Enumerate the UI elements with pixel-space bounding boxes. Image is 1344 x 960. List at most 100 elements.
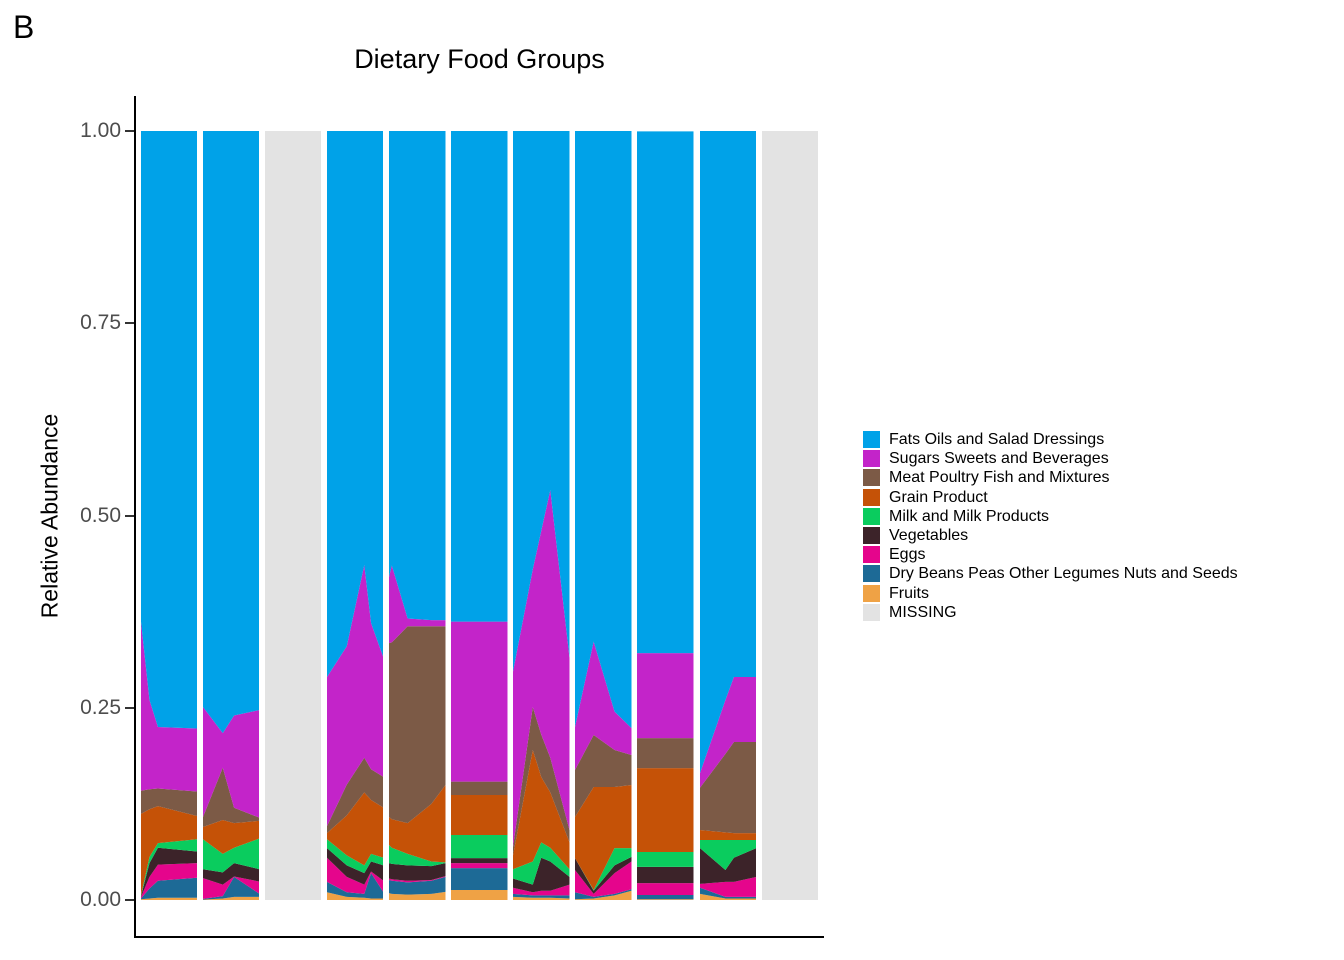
area-fats-oils-and-salad-dressings bbox=[575, 131, 632, 729]
stacked-area-column bbox=[637, 131, 694, 900]
area-milk-and-milk-products bbox=[513, 842, 570, 885]
area-dry-beans-peas-other-legumes-nuts-and-seeds bbox=[637, 895, 694, 900]
legend-label: Milk and Milk Products bbox=[889, 507, 1050, 525]
area-vegetables bbox=[513, 857, 570, 893]
area-vegetables bbox=[637, 866, 694, 884]
area-sugars-sweets-and-beverages bbox=[575, 641, 632, 771]
stacked-area-column bbox=[699, 131, 756, 900]
area-vegetables bbox=[575, 856, 632, 894]
area-fats-oils-and-salad-dressings bbox=[202, 131, 260, 734]
area-milk-and-milk-products bbox=[202, 838, 260, 873]
legend: Fats Oils and Salad Dressings Sugars Swee… bbox=[863, 430, 1238, 622]
area-milk-and-milk-products bbox=[140, 839, 198, 897]
stacked-area-column bbox=[513, 131, 570, 900]
area-grain-product bbox=[326, 792, 384, 866]
area-fats-oils-and-salad-dressings bbox=[637, 131, 694, 654]
legend-label: Fats Oils and Salad Dressings bbox=[889, 431, 1105, 449]
area-meat-poultry-fish-and-mixtures bbox=[575, 735, 632, 817]
y-axis-tick-label: 0.50 bbox=[80, 503, 121, 527]
legend-swatch bbox=[863, 565, 880, 583]
y-axis-tick-mark bbox=[125, 514, 135, 517]
missing-sample-column bbox=[264, 131, 322, 900]
missing-area bbox=[264, 131, 322, 900]
area-fruits bbox=[451, 890, 508, 900]
area-fats-oils-and-salad-dressings bbox=[513, 131, 570, 672]
area-grain-product bbox=[389, 785, 446, 863]
area-fats-oils-and-salad-dressings bbox=[389, 131, 446, 621]
area-fruits bbox=[140, 897, 198, 900]
legend-label: Sugars Sweets and Beverages bbox=[889, 450, 1109, 468]
stacked-area-column bbox=[326, 131, 384, 900]
y-axis-tick-label: 1.00 bbox=[80, 119, 121, 142]
area-dry-beans-peas-other-legumes-nuts-and-seeds bbox=[699, 887, 756, 899]
area-meat-poultry-fish-and-mixtures bbox=[513, 706, 570, 856]
area-meat-poultry-fish-and-mixtures bbox=[699, 741, 756, 834]
chart-title: Dietary Food Groups bbox=[354, 44, 605, 74]
area-fruits bbox=[389, 891, 446, 900]
area-grain-product bbox=[513, 750, 570, 870]
area-eggs bbox=[326, 857, 384, 894]
area-grain-product bbox=[699, 830, 756, 841]
y-axis-tick-mark bbox=[125, 899, 135, 901]
area-fruits bbox=[699, 893, 756, 900]
legend-label: Eggs bbox=[889, 546, 926, 564]
panel-label: B bbox=[13, 9, 35, 45]
y-axis-tick-mark bbox=[125, 706, 135, 709]
area-eggs bbox=[451, 863, 508, 869]
area-sugars-sweets-and-beverages bbox=[326, 565, 384, 827]
legend-swatch bbox=[863, 431, 880, 449]
area-dry-beans-peas-other-legumes-nuts-and-seeds bbox=[202, 876, 260, 900]
y-axis-tick-label: 0.00 bbox=[80, 888, 121, 911]
area-milk-and-milk-products bbox=[637, 851, 694, 867]
area-grain-product bbox=[202, 820, 260, 854]
area-fruits bbox=[326, 892, 384, 900]
legend-item-sugars-sweets-and-beverages: Sugars Sweets and Beverages bbox=[863, 449, 1238, 468]
area-sugars-sweets-and-beverages bbox=[513, 490, 570, 847]
area-grain-product bbox=[451, 795, 508, 836]
legend-swatch bbox=[863, 603, 880, 621]
area-sugars-sweets-and-beverages bbox=[451, 621, 508, 782]
area-meat-poultry-fish-and-mixtures bbox=[202, 767, 260, 827]
area-fruits bbox=[637, 899, 694, 900]
legend-label: MISSING bbox=[889, 603, 957, 621]
area-eggs bbox=[637, 883, 694, 896]
area-vegetables bbox=[451, 858, 508, 864]
y-axis-line bbox=[134, 96, 136, 938]
missing-sample-column bbox=[761, 131, 819, 900]
area-eggs bbox=[513, 884, 570, 896]
area-milk-and-milk-products bbox=[699, 840, 756, 871]
stacked-area-column bbox=[575, 131, 632, 900]
missing-area bbox=[761, 131, 819, 900]
x-axis-line bbox=[134, 936, 824, 938]
area-eggs bbox=[140, 863, 198, 899]
area-vegetables bbox=[699, 848, 756, 884]
area-eggs bbox=[202, 876, 260, 899]
area-fats-oils-and-salad-dressings bbox=[326, 131, 384, 677]
area-vegetables bbox=[140, 847, 198, 897]
stacked-area-column bbox=[389, 131, 446, 900]
area-milk-and-milk-products bbox=[575, 848, 632, 891]
area-meat-poultry-fish-and-mixtures bbox=[140, 788, 198, 817]
area-grain-product bbox=[140, 806, 198, 896]
area-dry-beans-peas-other-legumes-nuts-and-seeds bbox=[140, 877, 198, 900]
legend-item-missing: MISSING bbox=[863, 603, 1238, 622]
area-meat-poultry-fish-and-mixtures bbox=[389, 626, 446, 824]
stacked-area-column bbox=[451, 131, 508, 900]
area-fats-oils-and-salad-dressings bbox=[140, 131, 198, 729]
area-dry-beans-peas-other-legumes-nuts-and-seeds bbox=[513, 893, 570, 899]
legend-swatch bbox=[863, 546, 880, 564]
legend-item-fats-oils-and-salad-dressings: Fats Oils and Salad Dressings bbox=[863, 430, 1238, 449]
area-meat-poultry-fish-and-mixtures bbox=[326, 757, 384, 834]
legend-item-eggs: Eggs bbox=[863, 545, 1238, 564]
area-dry-beans-peas-other-legumes-nuts-and-seeds bbox=[451, 868, 508, 891]
area-fats-oils-and-salad-dressings bbox=[451, 131, 508, 622]
area-milk-and-milk-products bbox=[389, 845, 446, 867]
legend-item-meat-poultry-fish-and-mixtures: Meat Poultry Fish and Mixtures bbox=[863, 468, 1238, 487]
legend-label: Grain Product bbox=[889, 488, 988, 506]
stacked-area-column bbox=[202, 131, 260, 900]
y-axis-tick-mark bbox=[125, 322, 135, 325]
area-vegetables bbox=[389, 863, 446, 881]
legend-swatch bbox=[863, 507, 880, 525]
area-sugars-sweets-and-beverages bbox=[389, 565, 446, 644]
